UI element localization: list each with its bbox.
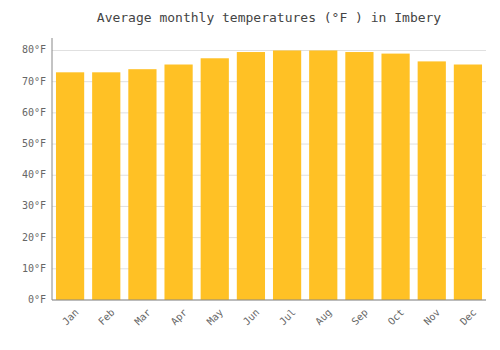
y-tick-label: 30°F xyxy=(22,200,46,211)
chart-svg: Average monthly temperatures (°F ) in Im… xyxy=(0,0,500,350)
y-tick-label: 0°F xyxy=(28,294,46,305)
x-tick-label: Mar xyxy=(132,307,153,328)
y-tick-label: 50°F xyxy=(22,138,46,149)
chart-container: Average monthly temperatures (°F ) in Im… xyxy=(0,0,500,350)
x-tick-label: Sep xyxy=(349,307,370,328)
y-tick-label: 10°F xyxy=(22,263,46,274)
bar xyxy=(92,72,120,300)
x-tick-label: May xyxy=(205,307,226,328)
x-tick-label: Jan xyxy=(60,307,81,328)
bar xyxy=(345,52,373,300)
x-tick-label: Apr xyxy=(169,307,190,328)
x-tick-labels: Jan Feb Mar Apr May Jun Jul Aug Sep Oct Nov Dec xyxy=(60,307,478,328)
bars xyxy=(56,50,482,300)
x-tick-label: Feb xyxy=(96,307,117,328)
bar xyxy=(164,65,192,300)
chart-title: Average monthly temperatures (°F ) in Im… xyxy=(97,10,442,25)
x-tick-label: Oct xyxy=(386,307,407,328)
bar xyxy=(237,52,265,300)
bar xyxy=(381,54,409,300)
bar xyxy=(128,69,156,300)
y-tick-label: 70°F xyxy=(22,76,46,87)
bar xyxy=(454,65,482,300)
y-tick-label: 60°F xyxy=(22,107,46,118)
x-tick-label: Nov xyxy=(422,307,443,328)
y-tick-label: 40°F xyxy=(22,169,46,180)
bar xyxy=(56,72,84,300)
x-tick-label: Jul xyxy=(277,307,298,328)
grid-line xyxy=(52,50,486,51)
x-tick-label: Aug xyxy=(313,307,334,328)
bar xyxy=(201,58,229,300)
y-axis-line xyxy=(52,38,53,300)
y-tick-labels: 0°F 10°F 20°F 30°F 40°F 50°F 60°F 70°F 80°F xyxy=(22,44,46,305)
x-axis-line xyxy=(52,300,486,301)
x-tick-label: Jun xyxy=(241,307,262,328)
y-tick-label: 20°F xyxy=(22,232,46,243)
grid-line xyxy=(52,300,486,301)
grid xyxy=(52,50,486,300)
bar xyxy=(418,61,446,300)
y-tick-label: 80°F xyxy=(22,44,46,55)
bar xyxy=(309,50,337,300)
bar xyxy=(273,50,301,300)
x-tick-label: Dec xyxy=(458,307,479,328)
